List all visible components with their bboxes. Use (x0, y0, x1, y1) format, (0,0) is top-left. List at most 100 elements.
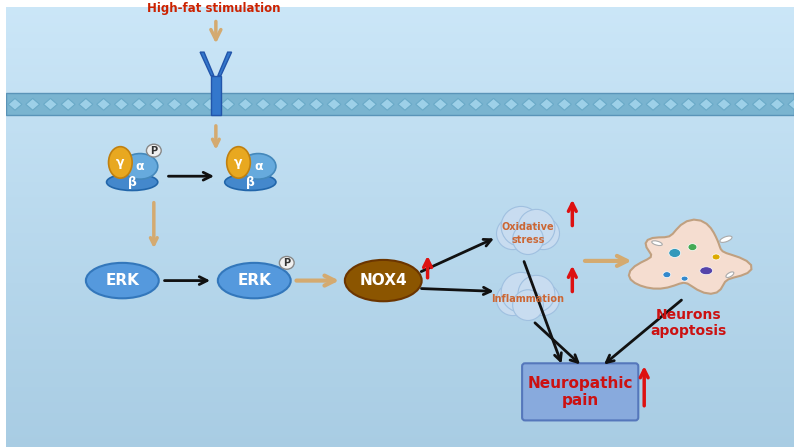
Bar (6, 218, 794, 220)
Bar (6, 223, 794, 225)
Ellipse shape (663, 272, 670, 278)
Bar (6, 51, 794, 53)
Text: ERK: ERK (106, 273, 139, 288)
Polygon shape (788, 98, 800, 110)
Bar (6, 313, 794, 315)
Bar (6, 432, 794, 434)
Bar (6, 266, 794, 269)
Polygon shape (327, 98, 341, 110)
Bar (6, 66, 794, 68)
Bar (6, 183, 794, 185)
Bar (6, 231, 794, 233)
Text: γ: γ (116, 156, 125, 169)
Bar (6, 236, 794, 238)
Bar (6, 321, 794, 324)
Bar (6, 383, 794, 385)
Ellipse shape (218, 263, 290, 298)
Text: Neuropathic
pain: Neuropathic pain (527, 375, 633, 408)
Bar (6, 7, 794, 9)
Bar (6, 438, 794, 440)
Polygon shape (717, 98, 731, 110)
Bar (6, 185, 794, 187)
Circle shape (513, 224, 543, 254)
Polygon shape (575, 98, 589, 110)
Bar (6, 293, 794, 295)
Polygon shape (274, 98, 288, 110)
Bar (6, 253, 794, 256)
Polygon shape (610, 98, 625, 110)
Bar (6, 423, 794, 425)
Bar (6, 227, 794, 229)
Polygon shape (593, 98, 606, 110)
Bar (6, 363, 794, 366)
Text: α: α (136, 160, 144, 173)
Bar (6, 304, 794, 306)
Bar (6, 187, 794, 190)
Polygon shape (398, 98, 412, 110)
Bar (6, 379, 794, 381)
Polygon shape (8, 98, 22, 110)
Ellipse shape (122, 154, 158, 179)
Bar (6, 225, 794, 227)
Ellipse shape (146, 144, 162, 157)
Bar (6, 229, 794, 231)
Bar (6, 401, 794, 403)
Bar (6, 350, 794, 352)
Bar (6, 137, 794, 139)
Bar (6, 299, 794, 302)
Bar (6, 381, 794, 383)
Circle shape (501, 272, 541, 312)
Bar (6, 315, 794, 317)
Bar (6, 71, 794, 73)
Bar (6, 335, 794, 337)
Bar (6, 209, 794, 211)
Polygon shape (434, 98, 447, 110)
Bar (6, 159, 794, 161)
Ellipse shape (669, 249, 681, 257)
Bar (6, 247, 794, 249)
Polygon shape (62, 98, 75, 110)
Bar (6, 326, 794, 328)
Bar (6, 348, 794, 350)
Bar (6, 152, 794, 154)
Bar (6, 269, 794, 271)
Bar (6, 25, 794, 27)
Bar (6, 104, 794, 106)
Ellipse shape (652, 241, 662, 245)
Circle shape (497, 217, 529, 249)
Bar (6, 176, 794, 178)
Bar (6, 108, 794, 110)
Bar (6, 260, 794, 262)
Bar (6, 280, 794, 282)
Bar (6, 302, 794, 304)
Ellipse shape (700, 267, 713, 274)
Bar (6, 132, 794, 135)
Ellipse shape (109, 147, 132, 178)
Polygon shape (770, 98, 784, 110)
Bar (6, 80, 794, 82)
Bar (6, 354, 794, 357)
Bar (6, 44, 794, 46)
Bar (6, 170, 794, 172)
Polygon shape (664, 98, 678, 110)
Bar (6, 163, 794, 165)
Bar (6, 58, 794, 59)
Bar (6, 154, 794, 156)
Polygon shape (540, 98, 554, 110)
Bar (6, 390, 794, 392)
Bar (6, 31, 794, 33)
Bar (6, 319, 794, 321)
Polygon shape (79, 98, 93, 110)
Polygon shape (256, 98, 270, 110)
Polygon shape (734, 98, 749, 110)
Bar (6, 440, 794, 443)
Bar (6, 370, 794, 372)
Bar (6, 409, 794, 412)
Bar (6, 75, 794, 77)
Bar (6, 95, 794, 97)
Bar (6, 18, 794, 20)
Bar (6, 201, 794, 202)
Ellipse shape (226, 147, 250, 178)
Text: ERK: ERK (238, 273, 271, 288)
Bar (6, 275, 794, 278)
